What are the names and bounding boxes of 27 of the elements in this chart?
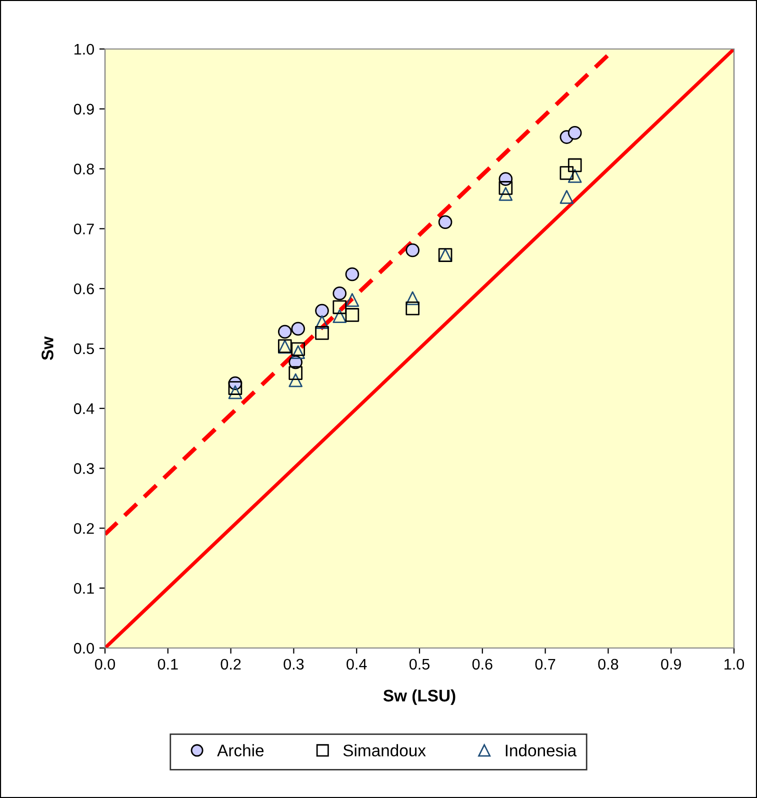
y-tick-label: 1.0 (74, 44, 94, 55)
y-axis-title: Sw (42, 336, 54, 360)
x-tick-label: 0.0 (94, 658, 116, 670)
x-tick-label: 0.9 (661, 658, 681, 670)
y-tick-label: 0.6 (74, 283, 94, 294)
y-tick-label: 0.9 (74, 104, 94, 115)
y-tick-label: 0.0 (74, 642, 94, 654)
x-tick-label: 0.3 (284, 658, 304, 670)
x-tick-label: 0.5 (409, 658, 430, 670)
legend-label: Archie (217, 744, 264, 756)
legend-label: Indonesia (506, 744, 577, 756)
y-tick-label: 0.1 (74, 582, 94, 594)
x-tick-label: 0.2 (220, 658, 241, 670)
y-tick-label: 0.4 (74, 403, 94, 414)
x-tick-label: 0.7 (535, 658, 556, 670)
y-tick-label: 0.8 (74, 164, 94, 174)
y-tick-label: 0.5 (74, 343, 94, 354)
y-tick-label: 0.2 (74, 523, 94, 534)
x-tick-label: 0.6 (472, 658, 492, 670)
x-tick-label: 0.1 (158, 658, 178, 670)
y-tick-label: 0.7 (74, 224, 94, 234)
x-tick-label: 0.8 (598, 658, 618, 670)
x-tick-label: 1.0 (724, 658, 744, 670)
x-tick-label: 0.4 (346, 658, 367, 670)
y-tick-label: 0.3 (74, 463, 94, 474)
legend-label: Simandoux (343, 744, 426, 756)
x-axis-title: Sw (LSU) (383, 689, 456, 705)
